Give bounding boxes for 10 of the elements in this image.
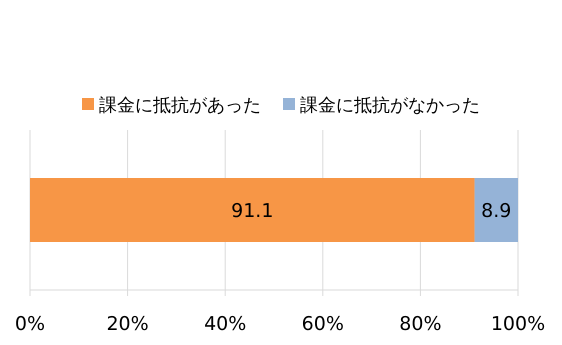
legend-label: 課金に抵抗があった [99,95,261,116]
data-label: 91.1 [231,200,274,222]
x-tick-label: 40% [204,313,246,335]
data-label: 8.9 [481,200,512,222]
x-tick-label: 0% [14,313,46,335]
x-tick-label: 20% [106,313,149,335]
x-tick-label: 80% [399,313,442,335]
x-tick-label: 60% [302,313,344,335]
x-tick-label: 100% [490,313,546,335]
legend-label: 課金に抵抗がなかった [300,95,480,116]
